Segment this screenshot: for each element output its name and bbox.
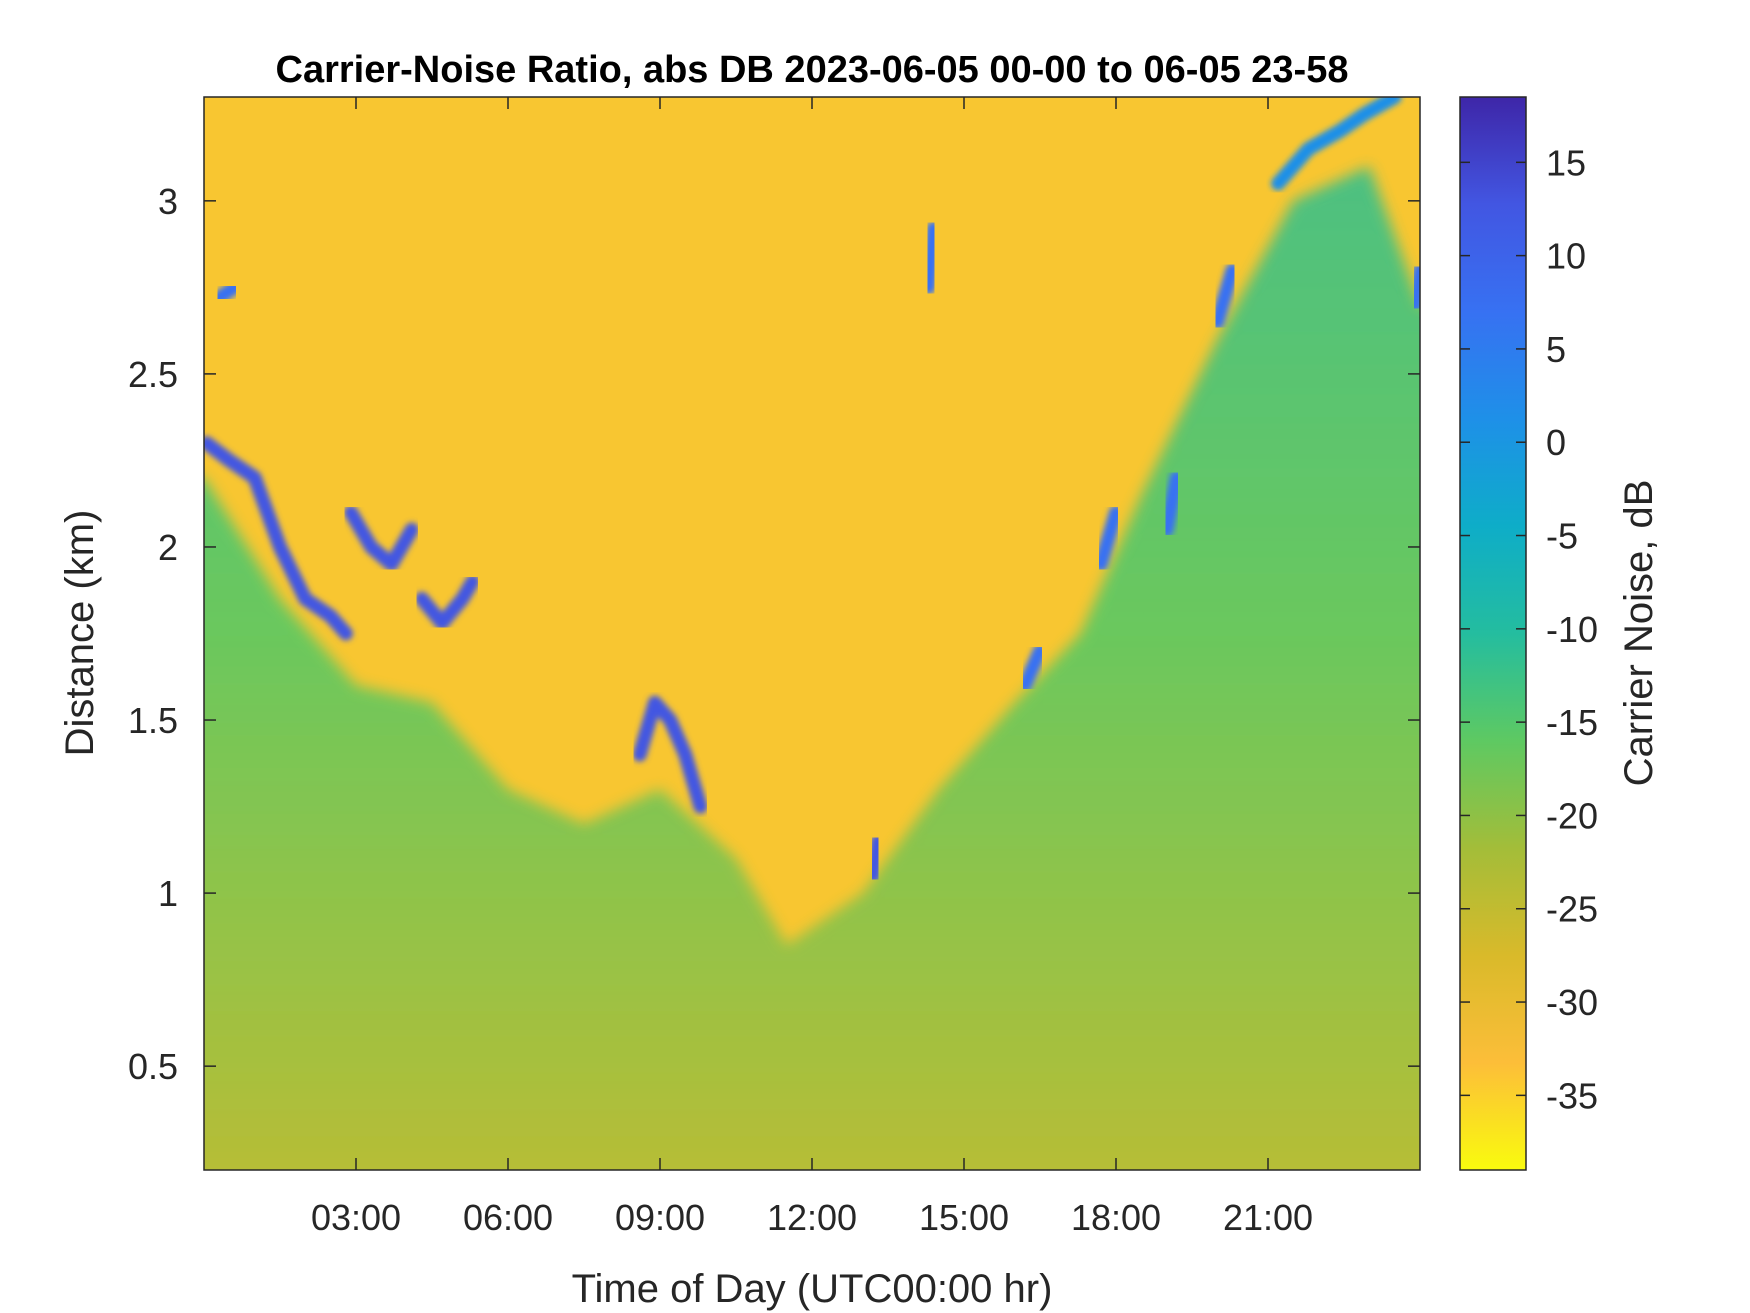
x-tick-label: 18:00 [1071,1197,1161,1238]
plot-area [204,97,1420,1170]
colorbar-tick-label: -15 [1546,702,1598,743]
y-axis-label: Distance (km) [58,510,102,757]
strong-return-layer [204,97,1420,883]
colorbar-ticks: 15 10 5 0 -5 -10 -15 -20 -25 -30 -35 [1460,142,1598,1116]
strong-return-segment-13 [1407,263,1420,312]
x-tick-label: 15:00 [919,1197,1009,1238]
strong-return-segment-1 [204,436,353,641]
colorbar-tick-label: 15 [1546,142,1586,183]
x-axis-label: Time of Day (UTC00:00 hr) [572,1267,1053,1311]
x-tick-label: 09:00 [615,1197,705,1238]
colorbar: 15 10 5 0 -5 -10 -15 -20 -25 -30 -35 Carrier Noise… [1459,96,1661,1171]
strong-return-segment-11 [1210,263,1240,329]
strong-return-segment-10 [1159,470,1184,537]
colorbar-tick-label: -5 [1546,516,1578,557]
strong-return-segment-7 [921,221,941,295]
y-axis: 0.5 1 1.5 2 2.5 3 [128,181,1420,1087]
y-tick-label: 1 [158,873,178,914]
colorbar-tick-label: -35 [1546,1075,1598,1116]
chart-title: Carrier-Noise Ratio, abs DB 2023-06-05 0… [276,49,1349,91]
strong-return-segment-6 [865,834,885,883]
colorbar-tick-label: -20 [1546,795,1598,836]
x-tick-label: 12:00 [767,1197,857,1238]
colorbar-gradient [1459,96,1527,1171]
x-tick-label: 03:00 [311,1197,401,1238]
strong-return-segment-9 [1093,505,1123,572]
y-tick-label: 3 [158,181,178,222]
x-axis: 03:00 06:00 09:00 12:00 15:00 18:00 21:00 [311,97,1313,1238]
y-tick-label: 0.5 [128,1046,178,1087]
strong-return-segment-12 [1271,97,1402,191]
colorbar-tick-label: 5 [1546,329,1566,370]
y-tick-label: 1.5 [128,700,178,741]
heatmap-lower-layer [204,166,1420,1170]
x-tick-label: 21:00 [1223,1197,1313,1238]
colorbar-label: Carrier Noise, dB [1617,480,1661,787]
colorbar-tick-label: 10 [1546,236,1586,277]
y-tick-label: 2.5 [128,354,178,395]
colorbar-tick-label: -10 [1546,609,1598,650]
strong-return-segment-2 [212,280,242,305]
strong-return-segment-5 [632,695,708,814]
strong-return-segment-3 [343,505,419,572]
strong-return-segment-4 [414,574,480,631]
colorbar-tick-label: -30 [1546,982,1598,1023]
x-tick-label: 06:00 [463,1197,553,1238]
colorbar-tick-label: 0 [1546,422,1566,463]
colorbar-tick-label: -25 [1546,889,1598,930]
y-tick-label: 2 [158,527,178,568]
strong-return-segment-8 [1017,643,1047,693]
